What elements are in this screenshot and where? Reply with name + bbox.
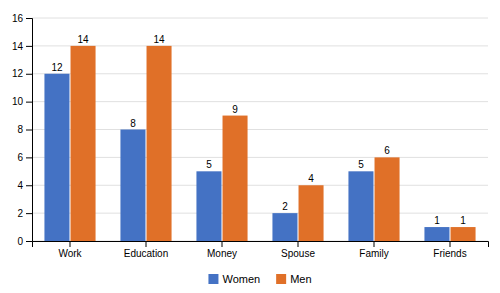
bar bbox=[147, 46, 172, 241]
x-tick-label: Education bbox=[124, 248, 168, 259]
data-label: 1 bbox=[434, 215, 440, 226]
y-tick-mark bbox=[26, 130, 32, 131]
y-tick-label: 10 bbox=[12, 96, 24, 107]
bar bbox=[348, 171, 373, 241]
x-tick-mark bbox=[450, 241, 451, 247]
x-tick-mark bbox=[70, 241, 71, 247]
x-tick-label: Friends bbox=[433, 248, 466, 259]
grid-line bbox=[32, 101, 488, 102]
x-tick-label: Money bbox=[207, 248, 237, 259]
bar bbox=[272, 213, 297, 241]
grid-line bbox=[32, 213, 488, 214]
y-tick-mark bbox=[26, 157, 32, 158]
legend-item: Men bbox=[276, 273, 311, 285]
x-tick: Education bbox=[124, 241, 168, 259]
x-tick: Money bbox=[207, 241, 237, 259]
data-label: 14 bbox=[77, 34, 89, 45]
x-tick: Work bbox=[58, 241, 82, 259]
y-axis: 0 2 4 6 8 10 12 14 16 bbox=[12, 13, 33, 247]
bar bbox=[375, 157, 400, 241]
y-tick: 6 bbox=[17, 152, 32, 163]
chart-container: 0246810121416WorkEducationMoneySpouseFam… bbox=[0, 0, 500, 293]
y-tick-mark bbox=[26, 185, 32, 186]
grid bbox=[32, 18, 488, 241]
y-tick: 12 bbox=[12, 68, 32, 79]
y-tick-mark bbox=[26, 213, 32, 214]
bar-series bbox=[71, 46, 476, 241]
x-tick-label: Work bbox=[58, 248, 82, 259]
x-tick: Spouse bbox=[281, 241, 315, 259]
x-tick-mark bbox=[146, 241, 147, 247]
y-tick: 0 bbox=[17, 236, 32, 247]
y-tick: 16 bbox=[12, 13, 32, 24]
legend-label: Women bbox=[222, 273, 260, 285]
bars bbox=[44, 46, 475, 241]
legend: Women Men bbox=[208, 273, 311, 285]
y-tick-mark bbox=[26, 46, 32, 47]
x-tick-mark bbox=[222, 241, 223, 247]
bar-series bbox=[44, 74, 449, 241]
bar bbox=[299, 185, 324, 241]
bar bbox=[424, 227, 449, 241]
data-labels: 12 8 5 2 5 1 14 14 9 4 6 1 bbox=[51, 34, 466, 226]
bar bbox=[71, 46, 96, 241]
y-tick-mark bbox=[26, 18, 32, 19]
x-tick-mark bbox=[374, 241, 375, 247]
data-label: 8 bbox=[130, 118, 136, 129]
grid-line bbox=[32, 45, 488, 46]
y-tick-label: 0 bbox=[17, 236, 23, 247]
legend-item: Women bbox=[208, 273, 260, 285]
x-tick-mark bbox=[298, 241, 299, 247]
grid-line bbox=[32, 129, 488, 130]
grid-line bbox=[32, 18, 488, 19]
x-tick-label: Spouse bbox=[281, 248, 315, 259]
data-label: 12 bbox=[51, 62, 63, 73]
x-tick: Family bbox=[359, 241, 388, 259]
legend-label: Men bbox=[290, 273, 311, 285]
bar bbox=[44, 74, 69, 241]
y-tick: 4 bbox=[17, 180, 32, 191]
bar bbox=[120, 130, 145, 242]
x-axis-line bbox=[33, 242, 489, 248]
x-axis: Work Education Money Spouse Family Friends bbox=[33, 241, 489, 259]
data-label: 9 bbox=[232, 104, 238, 115]
bar bbox=[223, 116, 248, 241]
legend-swatch bbox=[276, 274, 286, 284]
y-tick: 10 bbox=[12, 96, 32, 107]
legend-swatch bbox=[208, 274, 218, 284]
bar bbox=[451, 227, 476, 241]
y-tick-label: 14 bbox=[12, 41, 24, 52]
grid-line bbox=[32, 73, 488, 74]
data-label: 5 bbox=[358, 159, 364, 170]
grid-line bbox=[32, 185, 488, 186]
y-tick-label: 6 bbox=[17, 152, 23, 163]
data-label: 4 bbox=[308, 173, 314, 184]
y-tick: 2 bbox=[17, 208, 32, 219]
y-tick: 14 bbox=[12, 41, 32, 52]
y-tick-mark bbox=[26, 241, 32, 242]
data-label: 6 bbox=[384, 145, 390, 156]
y-tick-mark bbox=[26, 102, 32, 103]
y-axis-line bbox=[26, 19, 33, 242]
bar bbox=[196, 171, 221, 241]
chart: 0246810121416WorkEducationMoneySpouseFam… bbox=[0, 0, 500, 293]
data-label: 14 bbox=[153, 34, 165, 45]
data-label: 5 bbox=[206, 159, 212, 170]
data-label: 2 bbox=[282, 201, 288, 212]
plot: 0246810121416WorkEducationMoneySpouseFam… bbox=[12, 13, 489, 259]
data-label: 1 bbox=[460, 215, 466, 226]
y-tick-label: 2 bbox=[17, 208, 23, 219]
x-tick-label: Family bbox=[359, 248, 388, 259]
grid-line bbox=[32, 157, 488, 158]
y-tick-label: 4 bbox=[17, 180, 23, 191]
y-tick: 8 bbox=[17, 124, 32, 135]
y-tick-mark bbox=[26, 74, 32, 75]
y-tick-label: 8 bbox=[17, 124, 23, 135]
y-tick-label: 12 bbox=[12, 68, 24, 79]
y-tick-label: 16 bbox=[12, 13, 24, 24]
x-tick: Friends bbox=[433, 241, 466, 259]
